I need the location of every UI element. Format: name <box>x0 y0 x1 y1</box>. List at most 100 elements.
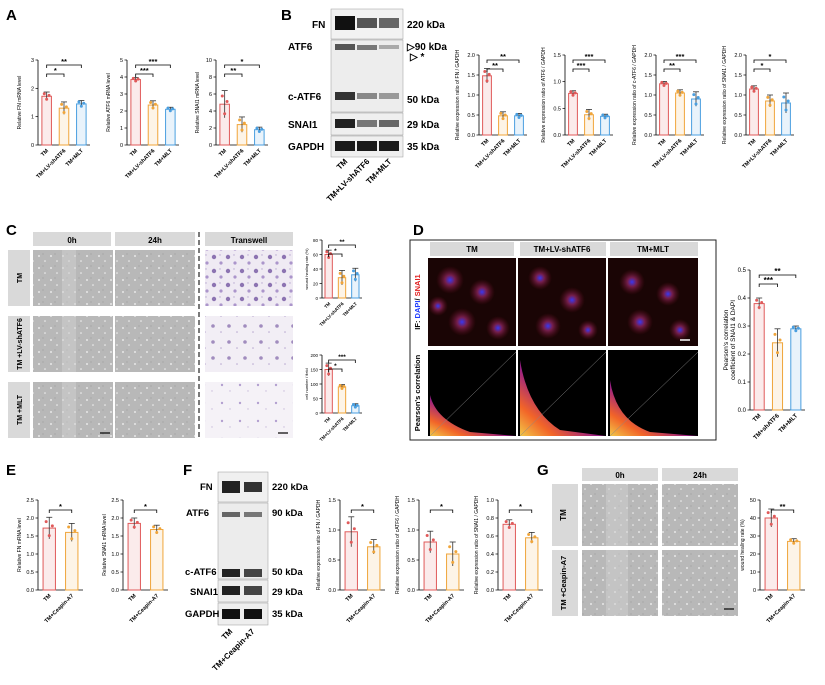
a-chart-fn-datapoint <box>45 97 49 101</box>
c-chart-wound-sig-bracket <box>328 244 356 248</box>
e-chart-snai1-datapoint <box>132 525 136 529</box>
f-chart-snai1-datapoint <box>510 521 514 525</box>
c-chart-wound-datapoint <box>353 277 357 281</box>
b-chart-catf6-datapoint <box>662 83 666 87</box>
e-chart-snai1-ytick-label: 1.0 <box>111 552 119 558</box>
a-chart-snai1-sig-label: ** <box>230 66 236 75</box>
b-chart-fn-ylabel: Relative expression ratio of FN / GAPDH <box>455 49 461 140</box>
e-chart-fn-xlabel: TM <box>43 593 53 603</box>
e-chart-snai1: 0.0 0.5 1.0 1.5 2.0 2.5 Relative SNAI1 mRNA le… <box>102 498 168 625</box>
c-chart-cellnum-datapoint <box>325 364 329 368</box>
g-row-label: TM <box>559 509 568 521</box>
b-blot-label: ATF6 <box>288 42 313 53</box>
f-kda-label: 50 kDa <box>272 567 303 578</box>
b-chart-snai1-datapoint <box>766 95 770 99</box>
g-chart-wound-xlabel: TM <box>765 593 775 603</box>
f-chart-fn-ylabel: Relative expression ratio of FN / GAPDH <box>316 499 322 590</box>
a-chart-fn-datapoint <box>77 100 81 104</box>
panel-letter-g: G <box>537 462 549 479</box>
f-chart-catf6-datapoint <box>425 534 429 538</box>
b-chart-fn-sig-bracket <box>486 59 520 63</box>
a-chart-atf6-bar <box>147 104 159 146</box>
e-chart-fn-sig-label: * <box>59 502 62 511</box>
c-chart-wound-ytick-label: 40 <box>313 267 319 272</box>
f-chart-snai1-bar <box>502 523 516 591</box>
f-chart-fn-xlabel: TM <box>345 593 355 603</box>
a-chart-snai1-ytick-label: 6 <box>209 92 212 98</box>
b-chart-snai1-sig-bracket <box>753 59 787 63</box>
b-chart-catf6-bar <box>675 92 685 136</box>
c-chart-cellnum-datapoint <box>327 372 331 376</box>
b-chart-fn-datapoint <box>515 112 519 116</box>
a-chart-atf6-ytick-label: 5 <box>120 58 123 64</box>
b-chart-fn-ytick-label: 1.5 <box>467 73 475 79</box>
c-chart-cellnum-ylabel: cell number / field <box>304 368 309 399</box>
g-chart-wound-datapoint <box>766 511 770 515</box>
c-chart-cellnum-ytick-label: 0 <box>315 411 318 416</box>
b-chart-catf6-sig-bracket <box>663 68 681 72</box>
f-blot-group-label: TM <box>220 627 235 642</box>
c-chart-wound-bar <box>324 254 333 299</box>
f-chart-snai1-ytick-label: 1.0 <box>486 498 494 504</box>
b-chart-atf6-xlabel: TM <box>567 138 577 148</box>
e-chart-fn-ytick-label: 0.0 <box>26 588 34 594</box>
d-chart-pearson-sig-label: ** <box>774 267 781 276</box>
c-chart-cellnum-datapoint <box>342 384 346 388</box>
b-chart-fn-sig-bracket <box>486 68 504 72</box>
a-chart-atf6-datapoint <box>168 109 172 113</box>
panel-letter-c: C <box>6 222 17 239</box>
e-chart-snai1-ytick-label: 0.5 <box>111 570 119 576</box>
e-chart-snai1-datapoint <box>155 531 159 535</box>
b-chart-atf6-sig-bracket <box>572 68 590 72</box>
f-chart-snai1-datapoint <box>504 520 508 524</box>
a-chart-snai1-datapoint <box>257 129 261 133</box>
a-chart-fn-sig-bracket <box>46 73 65 77</box>
panel-b-western-blot <box>330 8 404 158</box>
c-chart-wound-sig-label: * <box>334 248 337 255</box>
e-chart-snai1-datapoint <box>158 527 162 531</box>
f-chart-snai1-ytick-label: 0.2 <box>486 570 494 576</box>
f-blot-label: ATF6 <box>186 508 209 519</box>
f-chart-snai1-ylabel: Relative expression ratio of SNAI1 / GAP… <box>474 496 480 594</box>
a-chart-snai1-xlabel: TM <box>218 148 228 158</box>
e-chart-fn-sig-bracket <box>48 509 73 513</box>
b-blot-label: c-ATF6 <box>288 92 322 103</box>
b-chart-fn-ytick-label: 0.5 <box>467 113 475 119</box>
b-chart-catf6: 0.0 0.5 1.0 1.5 2.0 Relative expression ratio… <box>632 45 704 170</box>
a-chart-snai1-xlabel: TM+MLT <box>243 148 263 168</box>
b-chart-atf6-sig-bracket <box>572 59 606 63</box>
c-chart-wound-ytick-label: 60 <box>313 253 319 258</box>
b-chart-catf6-ylabel: Relative expression ratio of c-ATF6 / GA… <box>632 45 638 145</box>
a-chart-atf6-datapoint <box>153 102 157 106</box>
a-chart-atf6-datapoint <box>151 106 155 110</box>
b-chart-fn-xlabel: TM <box>481 138 491 148</box>
d-chart-pearson-datapoint <box>760 300 764 304</box>
f-chart-catf6-datapoint <box>451 560 455 564</box>
c-chart-wound-ytick-label: 0 <box>315 296 318 301</box>
a-chart-atf6-sig-label: *** <box>149 57 158 66</box>
f-chart-fn-sig-label: * <box>361 502 364 511</box>
b-chart-atf6-xlabel: TM+MLT <box>589 138 609 158</box>
b-chart-catf6-datapoint <box>694 102 698 106</box>
f-chart-snai1-datapoint <box>527 533 531 537</box>
f-chart-fn-ytick-label: 1.0 <box>328 528 336 534</box>
a-chart-atf6-datapoint <box>136 77 140 81</box>
c-chart-cellnum-sig-bracket <box>328 368 343 372</box>
b-chart-atf6-ytick-label: 1.0 <box>553 80 561 86</box>
e-chart-snai1-ytick-label: 0.0 <box>111 588 119 594</box>
b-chart-catf6-sig-bracket <box>663 59 697 63</box>
b-chart-fn-sig-label: ** <box>500 52 506 61</box>
b-chart-fn-datapoint <box>487 72 491 76</box>
e-chart-snai1-sig-bracket <box>133 509 158 513</box>
f-chart-catf6-ytick-label: 0.0 <box>407 588 415 594</box>
f-chart-fn-ytick-label: 0.5 <box>328 558 336 564</box>
f-chart-catf6-ytick-label: 0.5 <box>407 558 415 564</box>
d-col-header: TM+LV-shATF6 <box>534 245 591 254</box>
panel-letter-a: A <box>6 7 17 24</box>
c-chart-wound-ylabel: wound healing rate (%) <box>304 248 309 290</box>
a-chart-atf6-datapoint <box>131 76 135 80</box>
c-chart-wound-datapoint <box>355 271 359 275</box>
b-kda-label: 35 kDa <box>407 142 440 153</box>
a-chart-fn-xlabel: TM <box>40 148 50 158</box>
